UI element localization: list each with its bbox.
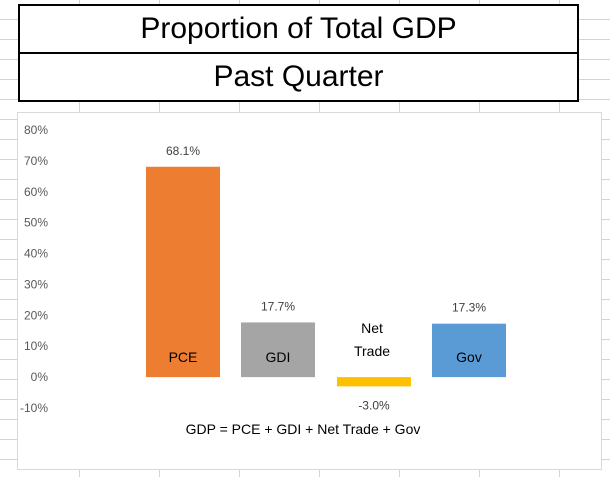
data-label: 17.7%	[261, 299, 295, 313]
data-label: -3.0%	[358, 398, 390, 412]
chart-annotation: GDP = PCE + GDI + Net Trade + Gov	[186, 421, 421, 437]
y-tick-label: -10%	[20, 401, 48, 415]
y-tick-label: 70%	[24, 154, 48, 168]
y-tick-label: 60%	[24, 185, 48, 199]
category-label: Trade	[354, 343, 390, 359]
y-tick-label: 20%	[24, 308, 48, 322]
chart-subtitle: Past Quarter	[18, 52, 579, 102]
y-tick-label: 80%	[24, 123, 48, 137]
chart-title: Proportion of Total GDP	[18, 4, 579, 54]
y-tick-label: 40%	[24, 247, 48, 261]
category-label: GDI	[266, 349, 291, 365]
category-label: Gov	[456, 349, 482, 365]
y-tick-label: 50%	[24, 216, 48, 230]
chart-area[interactable]: -10% 0% 10% 20% 30% 40% 50% 60% 70% 80% 68.1% PCE 17…	[17, 112, 602, 470]
bar-gov[interactable]	[432, 323, 506, 378]
y-tick-label: 0%	[31, 370, 49, 384]
bar-chart: -10% 0% 10% 20% 30% 40% 50% 60% 70% 80% 68.1% PCE 17…	[20, 123, 506, 437]
y-tick-label: 10%	[24, 339, 48, 353]
category-label: Net	[361, 320, 383, 336]
data-label: 17.3%	[452, 301, 486, 315]
bar-gdi[interactable]	[241, 322, 315, 378]
bar-net-trade[interactable]	[337, 377, 411, 387]
category-label: PCE	[169, 349, 198, 365]
bar-pce[interactable]	[146, 166, 220, 378]
data-label: 68.1%	[166, 144, 200, 158]
y-tick-label: 30%	[24, 277, 48, 291]
